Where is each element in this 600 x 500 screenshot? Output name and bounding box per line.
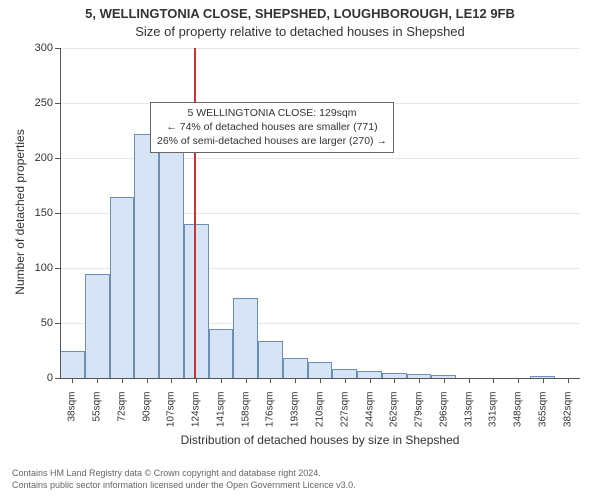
histogram-bar	[357, 371, 382, 378]
xtick-mark	[444, 378, 445, 383]
xtick-label: 210sqm	[315, 392, 326, 440]
xtick-label: 193sqm	[290, 392, 301, 440]
xtick-mark	[122, 378, 123, 383]
y-axis-line	[60, 48, 61, 378]
ytick-label: 50	[25, 317, 53, 329]
title-line-1: 5, WELLINGTONIA CLOSE, SHEPSHED, LOUGHBO…	[0, 6, 600, 21]
xtick-label: 90sqm	[141, 392, 152, 440]
xtick-mark	[171, 378, 172, 383]
xtick-label: 365sqm	[537, 392, 548, 440]
xtick-mark	[394, 378, 395, 383]
xtick-mark	[518, 378, 519, 383]
xtick-mark	[370, 378, 371, 383]
histogram-bar	[60, 351, 85, 379]
annotation-line: ← 74% of detached houses are smaller (77…	[157, 120, 387, 134]
histogram-bar	[283, 358, 308, 378]
histogram-bar	[85, 274, 110, 379]
xtick-label: 124sqm	[191, 392, 202, 440]
xtick-mark	[270, 378, 271, 383]
xtick-label: 279sqm	[414, 392, 425, 440]
xtick-mark	[97, 378, 98, 383]
footer-attribution: Contains HM Land Registry data © Crown c…	[12, 468, 356, 491]
annotation-box: 5 WELLINGTONIA CLOSE: 129sqm← 74% of det…	[150, 102, 394, 153]
gridline	[60, 48, 580, 49]
xtick-mark	[493, 378, 494, 383]
histogram-bar	[209, 329, 234, 379]
xtick-mark	[221, 378, 222, 383]
xtick-label: 38sqm	[67, 392, 78, 440]
title-line-2: Size of property relative to detached ho…	[0, 24, 600, 39]
xtick-mark	[543, 378, 544, 383]
xtick-label: 244sqm	[364, 392, 375, 440]
annotation-line: 5 WELLINGTONIA CLOSE: 129sqm	[157, 106, 387, 120]
histogram-bar	[258, 341, 283, 378]
histogram-bar	[134, 134, 159, 378]
figure-container: 5, WELLINGTONIA CLOSE, SHEPSHED, LOUGHBO…	[0, 0, 600, 500]
ytick-label: 300	[25, 42, 53, 54]
xtick-label: 107sqm	[166, 392, 177, 440]
xtick-label: 72sqm	[116, 392, 127, 440]
ytick-label: 250	[25, 97, 53, 109]
annotation-line: 26% of semi-detached houses are larger (…	[157, 134, 387, 148]
histogram-bar	[233, 298, 258, 378]
xtick-mark	[320, 378, 321, 383]
ytick-label: 200	[25, 152, 53, 164]
histogram-bar	[332, 369, 357, 378]
xtick-label: 296sqm	[438, 392, 449, 440]
plot-area: 5 WELLINGTONIA CLOSE: 129sqm← 74% of det…	[60, 48, 580, 378]
xtick-label: 55sqm	[92, 392, 103, 440]
xtick-label: 141sqm	[215, 392, 226, 440]
xtick-mark	[419, 378, 420, 383]
xtick-mark	[72, 378, 73, 383]
histogram-bar	[184, 224, 209, 378]
xtick-label: 227sqm	[339, 392, 350, 440]
histogram-bar	[308, 362, 333, 379]
xtick-label: 262sqm	[389, 392, 400, 440]
histogram-bar	[110, 197, 135, 379]
xtick-label: 313sqm	[463, 392, 474, 440]
footer-line-2: Contains public sector information licen…	[12, 480, 356, 492]
xtick-label: 382sqm	[562, 392, 573, 440]
ytick-label: 100	[25, 262, 53, 274]
xtick-mark	[246, 378, 247, 383]
xtick-mark	[568, 378, 569, 383]
xtick-label: 158sqm	[240, 392, 251, 440]
xtick-mark	[147, 378, 148, 383]
ytick-label: 0	[25, 372, 53, 384]
footer-line-1: Contains HM Land Registry data © Crown c…	[12, 468, 356, 480]
xtick-mark	[295, 378, 296, 383]
xtick-mark	[345, 378, 346, 383]
xtick-label: 176sqm	[265, 392, 276, 440]
histogram-bar	[159, 120, 184, 379]
ytick-label: 150	[25, 207, 53, 219]
xtick-label: 348sqm	[513, 392, 524, 440]
xtick-mark	[196, 378, 197, 383]
xtick-mark	[469, 378, 470, 383]
marker-line	[194, 48, 196, 378]
xtick-label: 331sqm	[488, 392, 499, 440]
